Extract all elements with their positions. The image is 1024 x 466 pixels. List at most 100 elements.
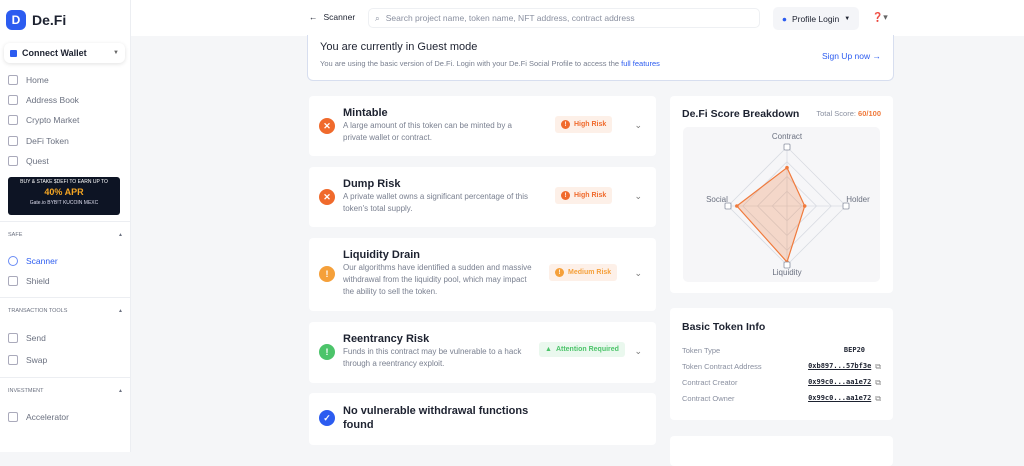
chevron-down-icon: ▼	[113, 50, 119, 56]
copy-icon[interactable]: ⧉	[875, 394, 881, 403]
row-value[interactable]: 0x99c0...aa1e72	[808, 378, 872, 386]
copy-icon[interactable]: ⧉	[875, 362, 881, 371]
row-value[interactable]: 0x99c0...aa1e72	[808, 394, 872, 402]
issue-title: Mintable	[343, 107, 388, 119]
section-transaction-tools[interactable]: TRANSACTION TOOLS ▲	[0, 297, 131, 324]
alert-icon: !	[561, 120, 570, 129]
radar-svg: Contract Holder Liquidity Social	[706, 132, 870, 277]
x-circle-icon: ✕	[319, 118, 335, 134]
badge-label: High Risk	[574, 121, 607, 128]
issue-card-liquidity-drain[interactable]: ! Liquidity Drain Our algorithms have id…	[309, 238, 656, 311]
issue-card-dump-risk[interactable]: ✕ Dump Risk A private wallet owns a sign…	[309, 167, 656, 227]
chevron-down-icon[interactable]: ⌄	[634, 346, 642, 356]
row-value: BEP20	[843, 346, 865, 354]
radar-series-area	[735, 166, 806, 264]
token-icon	[8, 136, 18, 146]
issue-card-reentrancy-risk[interactable]: ! Reentrancy Risk Funds in this contract…	[309, 322, 656, 383]
sidebar-item-address-book[interactable]: Address Book	[8, 95, 79, 105]
alert-icon: !	[555, 268, 564, 277]
radar-point	[785, 165, 789, 170]
issue-desc: A private wallet owns a significant perc…	[343, 192, 528, 213]
search-input[interactable]: ⌕ Search project name, token name, NFT ad…	[368, 8, 760, 28]
radar-axis-handle	[783, 261, 791, 269]
sidebar-item-crypto-market[interactable]: Crypto Market	[8, 115, 79, 125]
section-title: INVESTMENT	[8, 388, 44, 394]
sidebar-item-home[interactable]: Home	[8, 75, 49, 85]
total-score: Total Score: 60/100	[816, 109, 881, 118]
label: Scanner	[26, 256, 58, 266]
search-placeholder: Search project name, token name, NFT add…	[385, 13, 635, 23]
full-features-link[interactable]: full features	[621, 59, 660, 68]
row-value[interactable]: 0xb897...57bf3e	[808, 362, 872, 370]
issue-desc: A large amount of this token can be mint…	[343, 121, 512, 142]
logo[interactable]: D De.Fi	[6, 10, 66, 30]
back-button[interactable]: ← Scanner	[309, 12, 355, 22]
label: Crypto Market	[26, 115, 80, 125]
issue-title: No vulnerable withdrawal functions found	[343, 405, 529, 431]
chevron-up-icon: ▲	[118, 388, 123, 394]
row-label: Token Contract Address	[682, 362, 762, 371]
issue-title: Reentrancy Risk	[343, 333, 430, 345]
score-title: De.Fi Score Breakdown	[682, 108, 800, 120]
radar-axis-label-contract: Contract	[772, 132, 803, 141]
sidebar-item-swap[interactable]: Swap	[8, 355, 47, 365]
defi-logo-icon: D	[6, 10, 26, 30]
banner-text: You are using the basic version of De.Fi…	[320, 59, 881, 68]
chevron-up-icon: ▲	[118, 232, 123, 238]
sidebar-item-shield[interactable]: Shield	[8, 276, 50, 286]
chevron-down-icon[interactable]: ⌄	[634, 120, 642, 130]
chevron-down-icon[interactable]: ⌄	[634, 268, 642, 278]
section-investment[interactable]: INVESTMENT ▲	[0, 377, 131, 404]
copy-icon[interactable]: ⧉	[875, 378, 881, 387]
sidebar-item-defi-token[interactable]: DeFi Token	[8, 136, 69, 146]
guest-mode-banner: You are currently in Guest mode You are …	[307, 35, 894, 81]
scanner-icon	[8, 256, 18, 266]
wallet-icon	[10, 49, 17, 57]
wallet-label: Connect Wallet	[22, 48, 87, 58]
sidebar-item-scanner[interactable]: Scanner	[8, 256, 58, 266]
back-label: Scanner	[323, 12, 356, 22]
token-type-row: Token Type BEP20	[682, 346, 881, 355]
header: ← Scanner ⌕ Search project name, token nam…	[131, 0, 1024, 36]
user-icon: ●	[781, 13, 787, 24]
connect-wallet-button[interactable]: Connect Wallet ▼	[4, 43, 125, 63]
radar-axis-label-liquidity: Liquidity	[772, 268, 801, 277]
row-label: Token Type	[682, 346, 721, 355]
issue-card-mintable[interactable]: ✕ Mintable A large amount of this token …	[309, 96, 656, 156]
label: Quest	[26, 156, 49, 166]
sidebar-item-quest[interactable]: Quest	[8, 156, 49, 166]
promo-text: BUY & STAKE $DEFI TO EARN UP TO	[20, 179, 108, 185]
section-safe[interactable]: SAFE ▲	[0, 221, 131, 248]
sidebar-item-accelerator[interactable]: Accelerator	[8, 412, 69, 422]
issue-card-withdrawal: ✓ No vulnerable withdrawal functions fou…	[309, 393, 656, 445]
brand-name: De.Fi	[32, 12, 67, 28]
help-icon: ❓▾	[872, 12, 888, 22]
contract-creator-row: Contract Creator 0x99c0...aa1e72 ⧉	[682, 378, 881, 388]
warning-hexagon-icon: !	[319, 266, 335, 282]
chevron-down-icon: ▼	[844, 15, 851, 22]
badge-label: High Risk	[574, 192, 607, 199]
banner-body: You are using the basic version of De.Fi…	[320, 59, 622, 68]
radar-axis-handle	[783, 143, 791, 151]
help-menu-button[interactable]: ❓▾	[872, 12, 888, 23]
shield-icon	[8, 276, 18, 286]
arrow-left-icon: ←	[309, 12, 318, 22]
profile-login-button[interactable]: ● Profile Login ▼	[773, 7, 859, 30]
label: Swap	[26, 355, 48, 365]
x-circle-icon: ✕	[319, 189, 335, 205]
sidebar-item-send[interactable]: Send	[8, 333, 46, 343]
risk-badge: ▲ Attention Required	[539, 342, 625, 357]
promo-apr: 40% APR	[44, 187, 84, 197]
sign-up-link[interactable]: Sign Up now →	[821, 51, 881, 61]
promo-banner[interactable]: BUY & STAKE $DEFI TO EARN UP TO 40% APR …	[8, 177, 120, 215]
label: DeFi Token	[26, 136, 69, 146]
badge-label: Attention Required	[555, 346, 619, 353]
radar-chart: Contract Holder Liquidity Social	[683, 127, 880, 282]
sidebar: D De.Fi Connect Wallet ▼ Home Address Book…	[0, 0, 131, 452]
promo-exchanges: Gate.io BYB!T KUCOIN MEXC	[29, 200, 99, 206]
home-icon	[8, 75, 18, 85]
badge-label: Medium Risk	[568, 269, 612, 276]
radar-axis-handle	[842, 202, 850, 210]
label: Shield	[26, 276, 50, 286]
chevron-down-icon[interactable]: ⌄	[634, 191, 642, 201]
